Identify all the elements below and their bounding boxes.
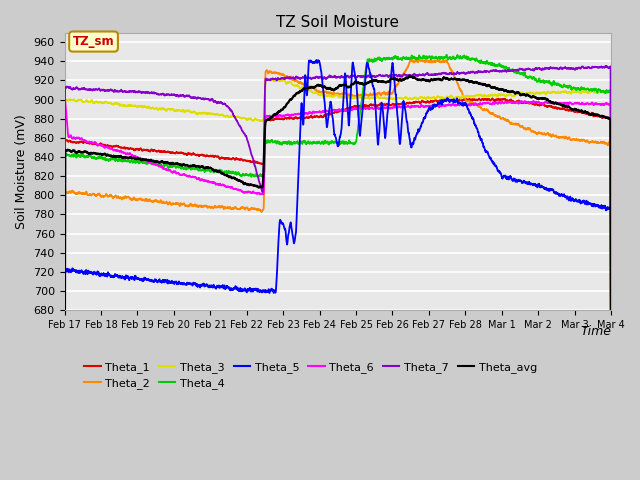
Theta_2	[596, 140, 604, 145]
Theta_3	[156, 106, 163, 112]
Theta_7	[123, 88, 131, 94]
Text: Time: Time	[580, 325, 611, 338]
Theta_avg	[406, 73, 413, 79]
Text: TZ_sm: TZ_sm	[73, 35, 115, 48]
Theta_avg	[538, 96, 545, 101]
Theta_1	[156, 148, 163, 154]
Theta_5	[123, 275, 131, 281]
Legend: Theta_1, Theta_2, Theta_3, Theta_4, Theta_5, Theta_6, Theta_7, Theta_avg: Theta_1, Theta_2, Theta_3, Theta_4, Thet…	[79, 357, 541, 394]
Theta_6	[124, 151, 131, 156]
Theta_1	[538, 102, 545, 108]
Theta_avg	[123, 155, 131, 161]
Theta_6	[61, 96, 69, 101]
Theta_7	[61, 458, 68, 464]
Theta_3	[271, 78, 278, 84]
Theta_4	[61, 473, 68, 479]
Line: Theta_1: Theta_1	[65, 98, 611, 480]
Theta_5	[294, 185, 301, 191]
Theta_7	[294, 75, 301, 81]
Theta_3	[538, 90, 545, 96]
Theta_5	[596, 205, 604, 211]
Y-axis label: Soil Moisture (mV): Soil Moisture (mV)	[15, 114, 28, 229]
Theta_1	[607, 477, 615, 480]
Theta_7	[156, 92, 163, 97]
Theta_7	[607, 447, 615, 453]
Theta_2	[294, 79, 301, 84]
Theta_5	[538, 183, 545, 189]
Theta_5	[312, 57, 320, 63]
Theta_3	[263, 75, 271, 81]
Theta_4	[538, 79, 545, 85]
Theta_7	[596, 64, 604, 70]
Theta_4	[294, 140, 301, 145]
Theta_avg	[596, 113, 604, 119]
Theta_2	[156, 199, 163, 205]
Theta_2	[123, 194, 131, 200]
Theta_6	[538, 100, 545, 106]
Theta_1	[596, 114, 604, 120]
Theta_2	[270, 70, 278, 76]
Theta_6	[271, 113, 278, 119]
Line: Theta_5: Theta_5	[65, 60, 611, 480]
Theta_4	[596, 88, 604, 94]
Theta_7	[602, 63, 609, 69]
Line: Theta_3: Theta_3	[65, 78, 611, 480]
Theta_3	[61, 479, 68, 480]
Line: Theta_4: Theta_4	[65, 55, 611, 476]
Theta_7	[538, 67, 545, 73]
Theta_4	[270, 139, 278, 145]
Line: Theta_2: Theta_2	[65, 60, 611, 480]
Theta_7	[270, 76, 278, 82]
Line: Theta_6: Theta_6	[65, 98, 611, 471]
Theta_6	[596, 102, 604, 108]
Line: Theta_avg: Theta_avg	[65, 76, 611, 480]
Theta_1	[123, 145, 131, 151]
Theta_1	[270, 117, 278, 122]
Theta_3	[607, 476, 615, 480]
Line: Theta_7: Theta_7	[65, 66, 611, 461]
Theta_2	[415, 57, 423, 62]
Theta_6	[294, 111, 302, 117]
Theta_3	[123, 104, 131, 109]
Title: TZ Soil Moisture: TZ Soil Moisture	[276, 15, 399, 30]
Theta_avg	[156, 159, 163, 165]
Theta_6	[607, 468, 615, 474]
Theta_4	[123, 158, 131, 164]
Theta_5	[270, 288, 278, 294]
Theta_5	[156, 276, 163, 282]
Theta_6	[156, 163, 163, 169]
Theta_avg	[294, 90, 301, 96]
Theta_4	[156, 162, 163, 168]
Theta_3	[294, 83, 302, 88]
Theta_avg	[270, 112, 278, 118]
Theta_3	[596, 89, 604, 95]
Theta_1	[294, 115, 301, 121]
Theta_1	[488, 96, 496, 101]
Theta_5	[607, 395, 615, 400]
Theta_6	[61, 463, 68, 469]
Theta_4	[607, 437, 615, 443]
Theta_4	[443, 52, 451, 58]
Theta_2	[538, 130, 545, 136]
